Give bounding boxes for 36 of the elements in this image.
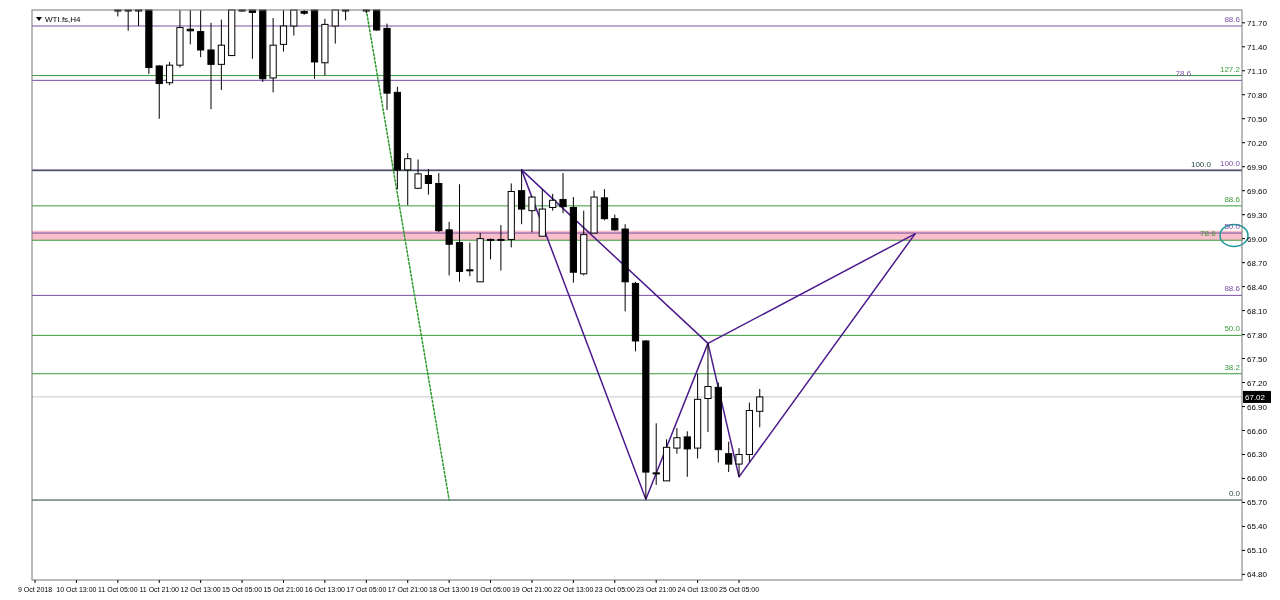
ref-line-label: 67.02: [1245, 392, 1266, 402]
y-tick-label: 68.10: [1247, 306, 1268, 316]
y-tick-label: 64.80: [1247, 570, 1268, 580]
y-tick-label: 66.90: [1247, 402, 1268, 412]
y-tick-label: 65.10: [1247, 546, 1268, 556]
annotation: 0.0: [1228, 489, 1241, 499]
annotation: 88.6: [1224, 194, 1241, 204]
y-tick-label: 71.70: [1247, 18, 1268, 28]
y-tick-label: 67.50: [1247, 354, 1268, 364]
annotation: 78.6: [1200, 229, 1217, 239]
annotation: 88.6: [1224, 14, 1241, 24]
y-tick-label: 69.90: [1247, 162, 1268, 172]
y-tick-label: 71.40: [1247, 42, 1268, 52]
y-tick-label: 65.70: [1247, 498, 1268, 508]
y-tick-label: 70.20: [1247, 138, 1268, 148]
annotation: 100.0: [1190, 159, 1212, 169]
y-tick-label: 65.40: [1247, 522, 1268, 532]
annotation: 100.0: [1219, 158, 1241, 168]
y-tick-label: 69.00: [1247, 234, 1268, 244]
annotation: 50.0: [1224, 324, 1241, 334]
y-tick-label: 68.40: [1247, 282, 1268, 292]
y-tick-label: 66.60: [1247, 426, 1268, 436]
y-tick-label: 66.00: [1247, 474, 1268, 484]
y-tick-label: 68.70: [1247, 258, 1268, 268]
text: WTI.fs,H4: [45, 15, 82, 24]
annotation: 88.6: [1224, 284, 1241, 294]
y-tick-label: 66.30: [1247, 450, 1268, 460]
y-tick-label: 71.10: [1247, 66, 1268, 76]
y-tick-label: 69.30: [1247, 210, 1268, 220]
y-tick-label: 70.50: [1247, 114, 1268, 124]
y-tick-label: 69.60: [1247, 186, 1268, 196]
annotation: 127.2: [1219, 64, 1241, 74]
y-tick-label: 70.80: [1247, 90, 1268, 100]
y-tick-label: 67.20: [1247, 378, 1268, 388]
y-tick-label: 67.80: [1247, 330, 1268, 340]
annotation: 38.2: [1224, 362, 1241, 372]
